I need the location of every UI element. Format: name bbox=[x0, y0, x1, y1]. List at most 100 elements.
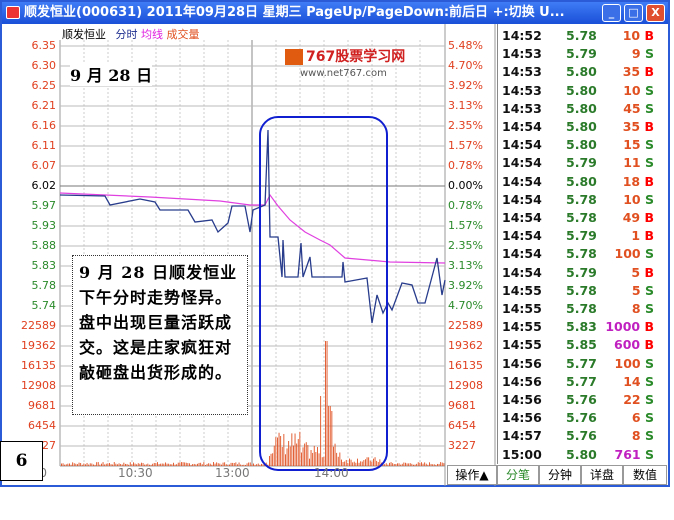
volume-bar bbox=[174, 464, 176, 466]
volume-bar bbox=[69, 463, 70, 466]
trade-volume: 600 B bbox=[614, 337, 654, 353]
volume-bar bbox=[328, 406, 330, 466]
volume-bar bbox=[297, 439, 299, 466]
volume-bar bbox=[301, 452, 302, 466]
volume-bar bbox=[101, 463, 102, 466]
volume-bar bbox=[317, 447, 318, 466]
price-tick: 6.16 bbox=[31, 119, 57, 132]
volume-bar bbox=[238, 462, 240, 466]
volume-bar bbox=[240, 464, 242, 466]
volume-bar bbox=[89, 463, 91, 466]
trade-row: 14:53 5.80 10 S bbox=[498, 83, 666, 101]
price-tick: 5.78 bbox=[31, 279, 57, 292]
volume-bar bbox=[173, 462, 174, 466]
volume-bar bbox=[421, 462, 422, 466]
trade-list[interactable]: 14:52 5.78 10 B 14:53 5.79 9 S 14:53 5.80 35 B 14… bbox=[497, 24, 667, 464]
volume-bar bbox=[376, 460, 378, 466]
trade-side: S bbox=[644, 246, 654, 262]
trade-volume: 100 S bbox=[614, 246, 654, 262]
volume-bar bbox=[109, 462, 110, 466]
trade-row: 14:55 5.78 5 S bbox=[498, 283, 666, 301]
volume-bar bbox=[269, 455, 270, 466]
volume-bar bbox=[337, 456, 339, 466]
volume-bar bbox=[278, 432, 280, 466]
trade-volume: 11 S bbox=[623, 155, 654, 171]
trade-time: 14:55 bbox=[502, 301, 542, 316]
app-icon bbox=[6, 6, 20, 19]
percent-tick: 5.48% bbox=[448, 39, 483, 52]
trade-volume: 10 B bbox=[622, 28, 654, 43]
trade-row: 14:57 5.76 8 S bbox=[498, 428, 666, 446]
volume-bar bbox=[305, 442, 307, 466]
volume-bar bbox=[155, 463, 157, 466]
volume-bar bbox=[61, 463, 62, 466]
price-tick: 5.83 bbox=[31, 259, 57, 272]
volume-bar bbox=[163, 463, 165, 466]
trade-time: 14:56 bbox=[502, 373, 542, 389]
trade-side: S bbox=[644, 191, 654, 207]
volume-bar bbox=[288, 440, 290, 466]
volume-bar bbox=[94, 464, 96, 466]
trade-time: 14:55 bbox=[502, 319, 542, 335]
close-button[interactable]: X bbox=[646, 4, 665, 22]
trade-price: 5.78 bbox=[566, 246, 597, 262]
volume-bar bbox=[121, 464, 123, 466]
volume-bar bbox=[67, 463, 69, 466]
volume-bar bbox=[398, 463, 400, 466]
trade-side: S bbox=[644, 301, 654, 316]
volume-bar bbox=[336, 452, 338, 466]
volume-bar bbox=[165, 462, 166, 466]
percent-tick: 3.13% bbox=[448, 99, 483, 112]
volume-bar bbox=[325, 341, 326, 466]
volume-bar bbox=[267, 464, 269, 466]
volume-bar bbox=[187, 463, 189, 466]
trade-volume: 8 S bbox=[631, 301, 654, 316]
volume-bar bbox=[358, 462, 360, 466]
trade-time: 14:53 bbox=[502, 46, 542, 62]
trade-side: B bbox=[644, 64, 654, 80]
volume-bar bbox=[75, 463, 77, 466]
tab-shuzhi[interactable]: 数值 bbox=[623, 465, 667, 485]
volume-bar bbox=[157, 462, 158, 466]
volume-bar bbox=[190, 464, 192, 466]
volume-bar bbox=[93, 464, 94, 466]
volume-bar bbox=[200, 462, 202, 466]
trade-price: 5.79 bbox=[566, 264, 597, 280]
trade-row: 14:53 5.79 9 S bbox=[498, 46, 666, 64]
volume-bar bbox=[441, 462, 443, 466]
trade-price: 5.80 bbox=[566, 446, 597, 462]
volume-tick-left: 9681 bbox=[28, 399, 56, 412]
volume-bar bbox=[246, 463, 248, 466]
volume-bar bbox=[77, 464, 78, 466]
volume-bar bbox=[243, 464, 245, 466]
tab-fenbi[interactable]: 分笔 bbox=[497, 465, 539, 485]
trade-volume: 761 S bbox=[614, 446, 654, 462]
trade-row: 14:54 5.80 18 B bbox=[498, 174, 666, 192]
volume-tick-right: 22589 bbox=[448, 319, 483, 332]
minimize-button[interactable]: _ bbox=[602, 4, 621, 22]
volume-bar bbox=[197, 463, 198, 466]
volume-bar bbox=[70, 464, 72, 466]
trade-price: 5.83 bbox=[566, 319, 597, 335]
volume-bar bbox=[341, 459, 342, 466]
trade-time: 14:56 bbox=[502, 410, 542, 426]
maximize-button[interactable]: □ bbox=[624, 4, 643, 22]
volume-bar bbox=[145, 464, 147, 466]
trade-price: 5.78 bbox=[566, 282, 597, 298]
volume-bar bbox=[277, 437, 278, 466]
tab-xiangpan[interactable]: 详盘 bbox=[581, 465, 623, 485]
volume-bar bbox=[339, 452, 341, 466]
volume-bar bbox=[73, 463, 75, 466]
volume-bar bbox=[99, 464, 101, 466]
volume-bar bbox=[123, 462, 125, 466]
ops-button[interactable]: 操作▲ bbox=[447, 465, 497, 485]
tab-fenzhong[interactable]: 分钟 bbox=[539, 465, 581, 485]
trade-volume: 6 S bbox=[631, 410, 654, 426]
time-tick: 10:30 bbox=[118, 466, 153, 480]
trade-row: 14:54 5.79 5 B bbox=[498, 265, 666, 283]
volume-bar bbox=[213, 462, 214, 466]
trade-volume: 10 S bbox=[623, 191, 654, 207]
trade-volume: 22 S bbox=[623, 392, 654, 407]
volume-bar bbox=[131, 464, 133, 466]
volume-tick-right: 3227 bbox=[448, 439, 476, 452]
